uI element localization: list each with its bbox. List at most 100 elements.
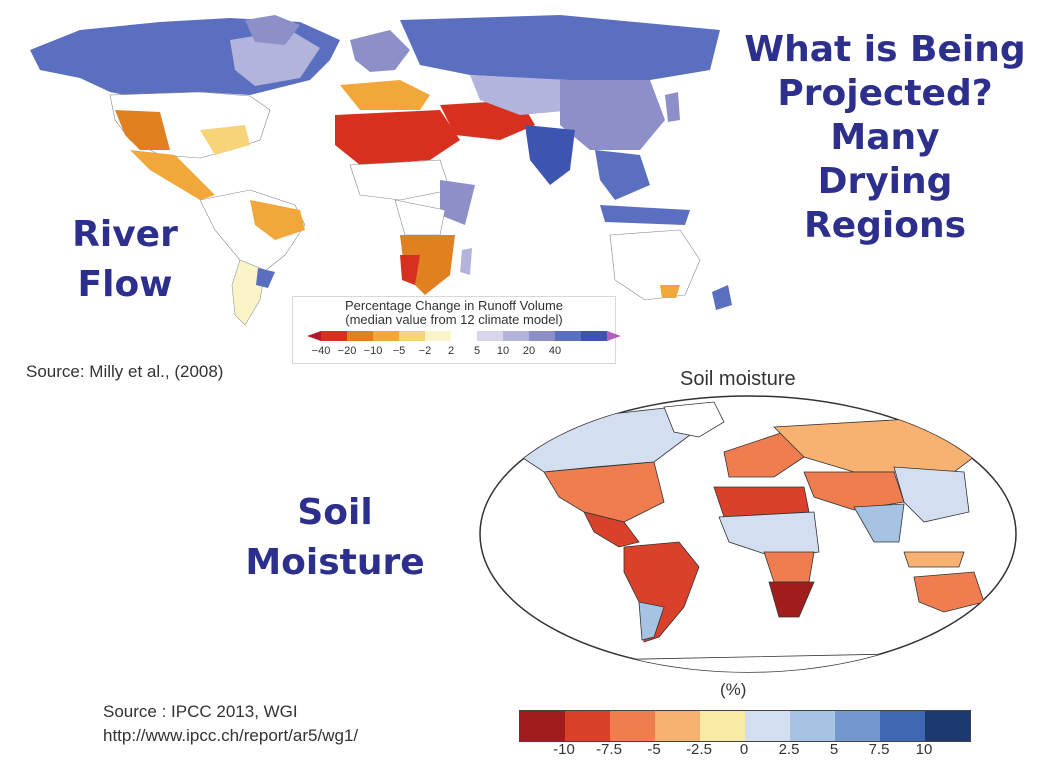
- soil-tick-label: -5: [647, 741, 661, 758]
- runoff-tick-label: −10: [363, 345, 383, 357]
- map-region-sahel: [349, 159, 451, 201]
- soil-swatch: [745, 711, 790, 741]
- map-region-new-zealand: [712, 285, 732, 310]
- soil-moisture-map: [479, 395, 1017, 673]
- runoff-colorbar: [307, 331, 621, 341]
- soil-region-east-asia: [893, 466, 970, 523]
- soil-swatch: [655, 711, 700, 741]
- soil-tick-label: 7.5: [868, 741, 890, 758]
- runoff-tick-label: 10: [496, 345, 510, 357]
- runoff-swatch: [307, 331, 321, 341]
- headline-line-3: Many: [830, 117, 940, 158]
- map-region-east-africa: [440, 180, 475, 225]
- map-region-brazil-east: [250, 200, 305, 240]
- soil-tick-label: 10: [915, 741, 933, 758]
- soil-source: Source : IPCC 2013, WGI http://www.ipcc.…: [103, 700, 358, 748]
- runoff-legend-subtitle: (median value from 12 climate model): [345, 312, 563, 327]
- headline-line-4: Drying Regions: [803, 161, 967, 246]
- map-region-canada-east: [230, 30, 320, 86]
- map-region-australia: [609, 229, 701, 301]
- runoff-tick-label: 2: [447, 345, 455, 357]
- runoff-tick-label: −40: [311, 345, 331, 357]
- map-region-usa-southeast: [200, 125, 250, 155]
- river-label-line-2: Flow: [77, 264, 173, 305]
- map-region-uruguay: [256, 268, 275, 288]
- soil-region-antarctica: [572, 653, 915, 672]
- soil-tick-label: -7.5: [596, 741, 622, 758]
- map-region-australia-southeast: [660, 285, 680, 298]
- map-region-central-asia: [470, 75, 575, 115]
- soil-tick-label: 5: [829, 741, 839, 758]
- runoff-swatch: [503, 331, 529, 341]
- map-region-madagascar: [460, 248, 472, 275]
- map-region-japan: [665, 92, 680, 122]
- soil-label-line-1: Soil: [297, 492, 373, 533]
- map-region-scandinavia: [350, 30, 410, 72]
- runoff-swatch: [347, 331, 373, 341]
- runoff-swatch: [581, 331, 607, 341]
- soil-region-europe: [723, 431, 805, 478]
- runoff-tick-label: 5: [473, 345, 481, 357]
- headline-line-2: Projected?: [777, 73, 993, 114]
- soil-swatch: [880, 711, 925, 741]
- map-region-north-africa: [335, 110, 460, 165]
- soil-swatch: [610, 711, 655, 741]
- soil-tick-label: -2.5: [686, 741, 712, 758]
- river-flow-label: River Flow: [55, 210, 195, 310]
- soil-region-indonesia: [903, 551, 965, 568]
- soil-source-line-2: http://www.ipcc.ch/report/ar5/wg1/: [103, 726, 359, 745]
- page-headline: What is Being Projected? Many Drying Reg…: [735, 28, 1035, 248]
- map-region-indonesia: [600, 205, 690, 225]
- soil-tick-label: -10: [553, 741, 575, 758]
- soil-tick-label: 0: [739, 741, 749, 758]
- runoff-swatch: [373, 331, 399, 341]
- runoff-legend-title: Percentage Change in Runoff Volume: [344, 298, 564, 313]
- river-source: Source: Milly et al., (2008): [26, 362, 224, 381]
- river-flow-map: [30, 15, 732, 326]
- soil-region-north-africa: [713, 486, 810, 518]
- runoff-swatch: [399, 331, 425, 341]
- soil-region-new-zealand: [993, 606, 1005, 627]
- runoff-tick-label: 20: [522, 345, 536, 357]
- map-region-south-africa-west: [400, 255, 420, 285]
- runoff-tick-label: −20: [337, 345, 357, 357]
- map-region-usa-southwest: [115, 110, 170, 150]
- runoff-swatch: [555, 331, 581, 341]
- map-region-southeast-asia: [595, 150, 650, 200]
- soil-source-line-1: Source : IPCC 2013, WGI: [103, 702, 298, 721]
- soil-moisture-label: Soil Moisture: [240, 488, 430, 588]
- runoff-legend: Percentage Change in Runoff Volume (medi…: [292, 296, 621, 364]
- river-label-line-1: River: [72, 214, 178, 255]
- soil-colorbar: [519, 710, 971, 742]
- soil-region-southern-africa: [768, 581, 815, 618]
- soil-region-central-america: [583, 511, 640, 548]
- runoff-swatch: [321, 331, 347, 341]
- headline-line-1: What is Being: [744, 29, 1026, 70]
- runoff-tick-label: −5: [392, 345, 406, 357]
- runoff-swatch: [451, 331, 477, 341]
- map-region-mexico: [130, 150, 215, 200]
- map-region-china: [560, 80, 665, 150]
- map-region-central-africa: [394, 199, 446, 236]
- soil-tick-label: 2.5: [778, 741, 800, 758]
- soil-map-title: Soil moisture: [680, 368, 796, 390]
- soil-region-australia: [913, 571, 985, 613]
- runoff-swatch: [425, 331, 451, 341]
- runoff-swatch: [607, 331, 621, 341]
- soil-swatch: [565, 711, 610, 741]
- map-region-russia: [400, 15, 720, 80]
- soil-region-greenland: [663, 401, 725, 438]
- soil-region-south-asia: [853, 503, 905, 543]
- soil-swatch: [835, 711, 880, 741]
- map-region-greenland: [245, 15, 300, 45]
- runoff-tick-label: 40: [548, 345, 562, 357]
- runoff-swatch: [529, 331, 555, 341]
- runoff-swatch: [477, 331, 503, 341]
- soil-swatch: [790, 711, 835, 741]
- soil-swatch: [925, 711, 970, 741]
- soil-label-line-2: Moisture: [245, 542, 425, 583]
- soil-swatch: [520, 711, 565, 741]
- soil-unit-label: (%): [720, 680, 747, 699]
- map-region-india: [525, 125, 575, 185]
- map-region-europe-south: [340, 80, 430, 110]
